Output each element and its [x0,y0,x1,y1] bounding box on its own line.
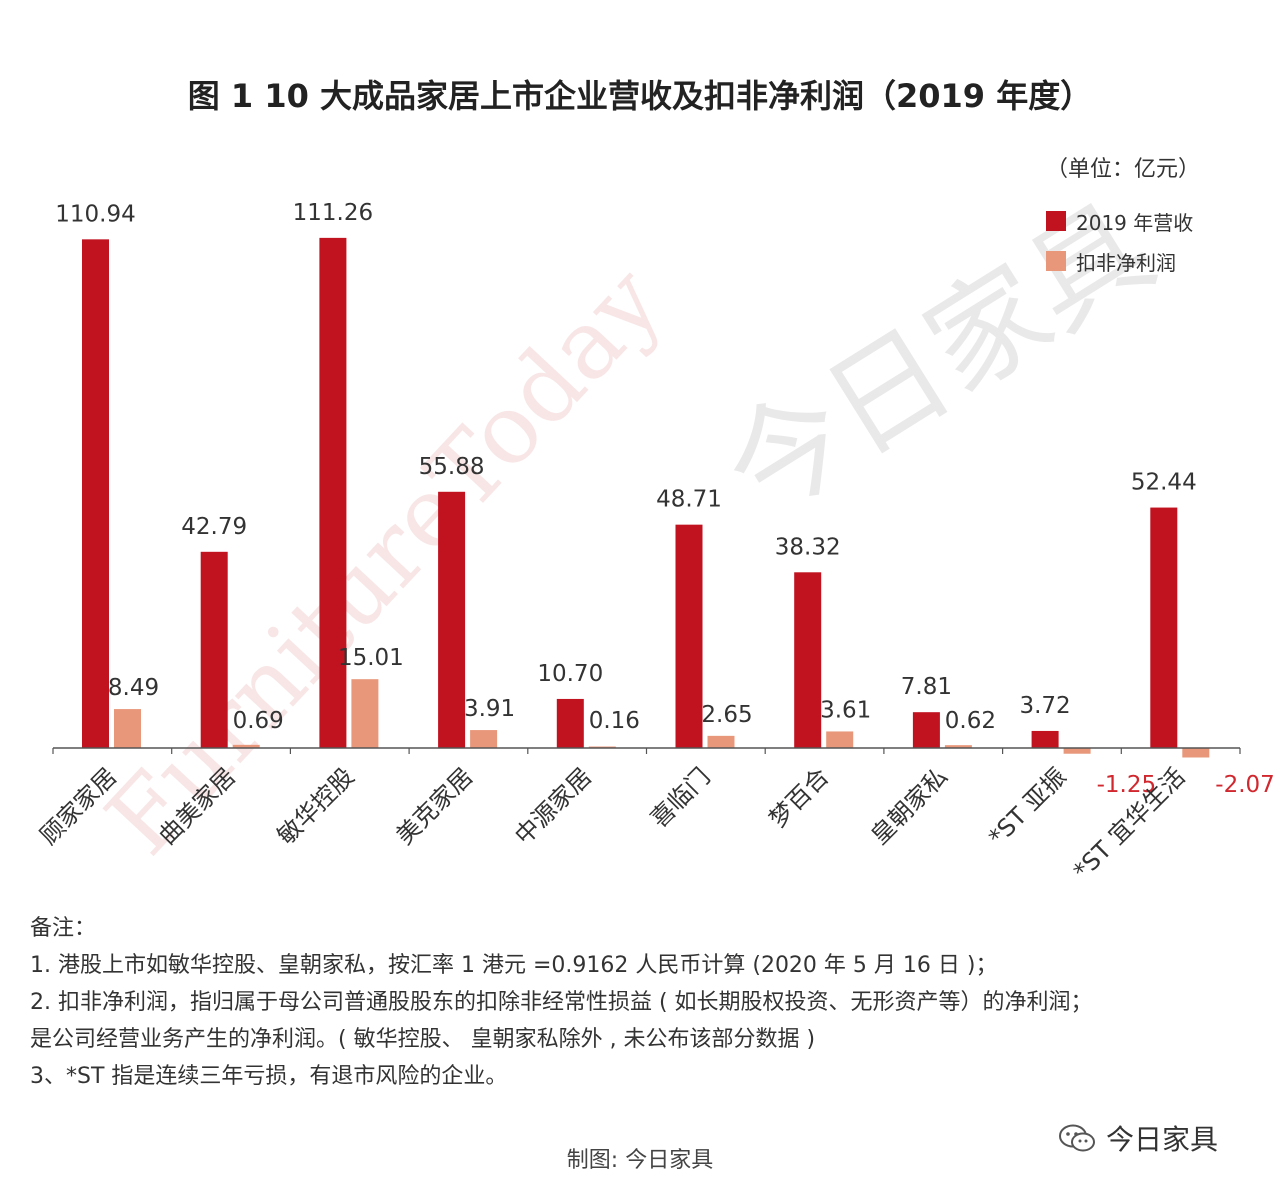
profit-value-label: 3.91 [464,696,515,722]
profit-value-label-negative: -1.25 [1097,772,1157,798]
bar-profit [826,731,854,748]
bar-revenue [438,491,466,748]
revenue-value-label: 110.94 [55,201,135,227]
bar-revenue [1031,730,1059,748]
bar-profit [232,744,260,748]
bar-revenue [794,572,822,748]
category-label: 喜临门 [645,762,716,833]
note-2: 2. 扣非净利润，指归属于母公司普通股股东的扣除非经常性损益 ( 如长期股权投资… [30,990,1093,1015]
bar-revenue [319,237,347,748]
note-2-cont: 是公司经营业务产生的净利润。( 敏华控股、 皇朝家私除外 , 未公布该部分数据 … [30,1027,816,1052]
bar-profit [470,730,498,748]
brand-mark: 今日家具 [1058,1118,1218,1158]
category-label: 皇朝家私 [865,762,953,850]
revenue-value-label: 38.32 [775,534,841,560]
revenue-value-label: 3.72 [1019,693,1070,719]
bar-profit [707,735,735,748]
category-label: 中源家居 [509,762,597,850]
legend-swatch-revenue [1046,211,1066,231]
bar-revenue [912,712,940,748]
bar-profit [1063,748,1091,754]
bar-profit [1182,748,1210,758]
bar-revenue [556,698,584,748]
bar-profit [114,709,141,748]
profit-value-label: 0.69 [233,708,284,734]
bar-revenue [1150,507,1178,748]
profit-value-label: 2.65 [701,702,752,728]
category-label: 美克家居 [391,762,479,850]
category-label: 梦百合 [764,762,835,833]
category-label: *ST 亚振 [983,762,1072,851]
profit-value-label: 0.62 [945,708,996,734]
revenue-value-label: 10.70 [537,661,603,687]
bars-layer [82,237,1210,758]
bar-revenue [82,239,109,749]
profit-value-label: 3.61 [820,697,871,723]
profit-value-label: 8.49 [108,675,159,701]
revenue-value-label: 7.81 [901,674,952,700]
bar-revenue [675,524,703,748]
profit-value-label-negative: -2.07 [1215,772,1275,798]
x-axis [52,747,1241,754]
legend-label-revenue: 2019 年营收 [1076,211,1193,235]
revenue-value-label: 42.79 [181,514,247,540]
legend-label-profit: 扣非净利润 [1076,251,1176,275]
brand-name: 今日家具 [1106,1123,1219,1156]
revenue-value-label: 55.88 [419,454,485,480]
chart-title: 图 1 10 大成品家居上市企业营收及扣非净利润（2019 年度） [188,77,1092,115]
note-heading: 备注： [30,916,97,941]
unit-label: （单位：亿元） [1046,157,1200,182]
profit-value-label: 15.01 [338,645,404,671]
notes: 备注： 1. 港股上市如敏华控股、皇朝家私，按汇率 1 港元 =0.9162 人… [30,910,1270,1095]
chart-credit: 制图: 今日家具 [566,1148,714,1173]
note-1: 1. 港股上市如敏华控股、皇朝家私，按汇率 1 港元 =0.9162 人民币计算… [30,953,998,978]
revenue-value-label: 52.44 [1131,470,1197,496]
bar-profit [944,745,972,748]
wechat-icon [1059,1124,1095,1152]
category-label: 敏华控股 [272,762,360,850]
note-3: 3、*ST 指是连续三年亏损，有退市风险的企业。 [30,1064,508,1089]
legend-swatch-profit [1046,251,1066,271]
bar-profit [351,679,379,748]
profit-value-label: 0.16 [589,708,640,734]
chart: 今日家具 FurnitureToday 图 1 10 大成品家居上市企业营收及扣… [35,77,1275,885]
legend: 2019 年营收 扣非净利润 [1046,211,1193,275]
bar-revenue [200,551,228,748]
revenue-value-label: 111.26 [293,200,373,226]
revenue-value-label: 48.71 [656,487,722,513]
